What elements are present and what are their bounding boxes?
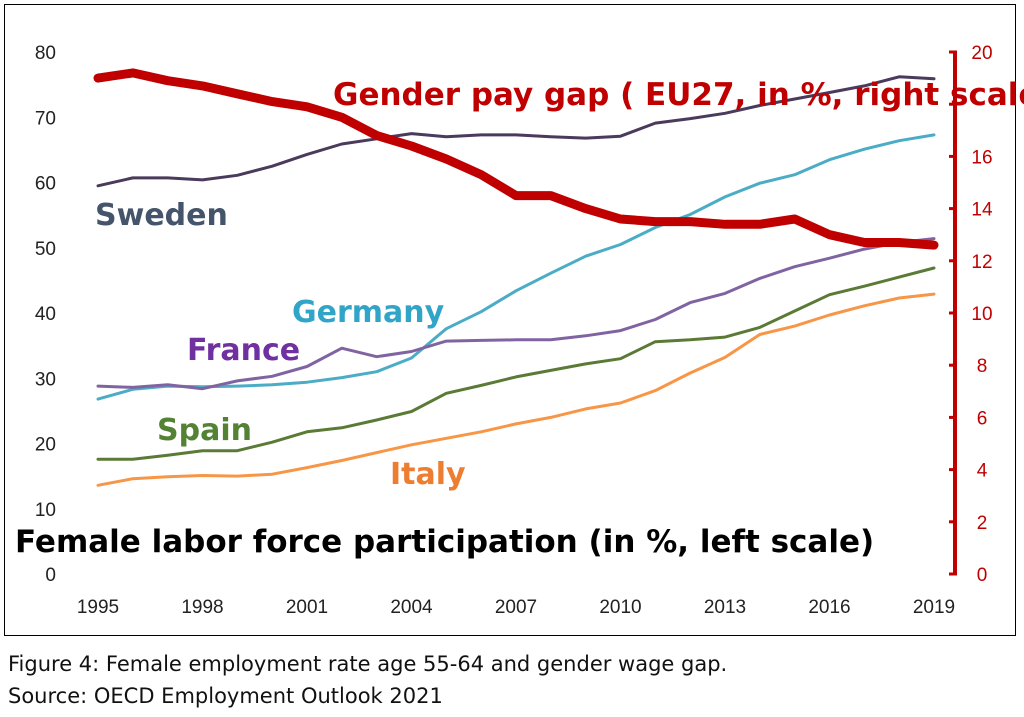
x-tick-label: 1998 [181, 597, 223, 618]
left-tick-label: 20 [35, 435, 56, 456]
series-lines [93, 68, 939, 487]
x-tick-label: 2004 [390, 597, 433, 618]
left-tick-label: 10 [35, 500, 56, 521]
right-tick-label: 14 [971, 200, 993, 221]
x-tick-label: 1995 [77, 597, 119, 618]
series-label-spain: Spain [157, 413, 252, 448]
left-tick-label: 70 [35, 108, 56, 129]
chart-frame [4, 4, 1016, 636]
right-tick-label: 16 [971, 147, 992, 168]
series-label-germany: Germany [292, 295, 445, 330]
left-tick-label: 80 [35, 43, 56, 64]
x-axis-ticks: 1995 1998 2001 2004 2007 2010 2013 2016 2019 [77, 597, 955, 618]
right-tick-label: 4 [977, 461, 988, 482]
caption-source: Source: OECD Employment Outlook 2021 [8, 684, 443, 708]
right-axis-title: Gender pay gap ( EU27, in %, right scale… [333, 77, 1024, 113]
x-tick-label: 2016 [808, 597, 850, 618]
right-tick-label: 10 [971, 304, 992, 325]
series-line-gender-pay-gap [93, 68, 939, 250]
series-line-spain [96, 266, 936, 461]
left-tick-label: 40 [35, 304, 56, 325]
series-label-italy: Italy [390, 457, 466, 492]
right-tick-label: 0 [977, 565, 988, 586]
series-label-sweden: Sweden [95, 198, 228, 233]
left-tick-label: 60 [35, 174, 56, 195]
right-tick-label: 2 [977, 513, 988, 534]
right-tick-label: 6 [977, 408, 988, 429]
right-axis: 0 2 4 6 8 10 12 14 16 20 [949, 43, 993, 586]
right-tick-label: 20 [971, 43, 992, 64]
right-tick-label: 12 [971, 252, 992, 273]
x-tick-label: 2019 [913, 597, 955, 618]
x-tick-label: 2010 [599, 597, 641, 618]
series-line-italy [96, 292, 936, 487]
x-tick-label: 2007 [495, 597, 537, 618]
x-tick-label: 2001 [286, 597, 328, 618]
left-axis-title: Female labor force participation (in %, … [15, 524, 874, 560]
series-line-sweden [96, 75, 936, 188]
right-tick-label: 8 [977, 356, 988, 377]
series-line-germany [96, 133, 936, 401]
series-label-france: France [187, 333, 300, 368]
left-tick-label: 0 [45, 565, 56, 586]
left-tick-label: 30 [35, 369, 56, 390]
series-line-france [96, 237, 936, 391]
figure-caption: Figure 4: Female employment rate age 55-… [8, 648, 727, 712]
caption-title: Figure 4: Female employment rate age 55-… [8, 652, 728, 676]
left-axis-ticks: 0 10 20 30 40 50 60 70 80 [35, 43, 56, 586]
left-tick-label: 50 [35, 239, 56, 260]
x-tick-label: 2013 [704, 597, 746, 618]
